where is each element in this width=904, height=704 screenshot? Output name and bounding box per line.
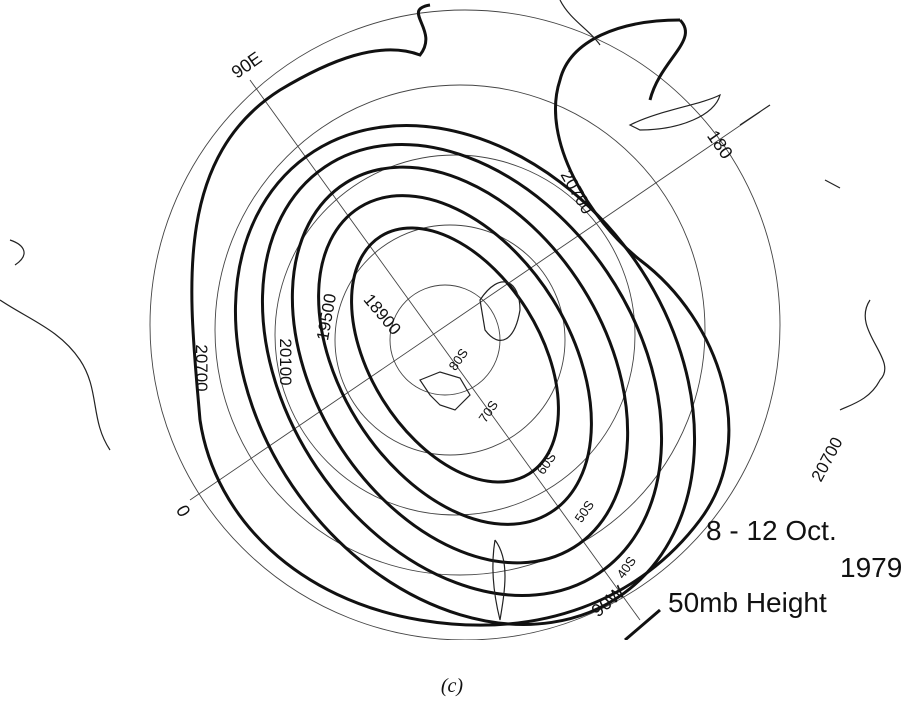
latitude-label: 60S	[534, 449, 560, 477]
meridian-tick	[624, 608, 661, 640]
contour-label: 20700	[557, 167, 597, 217]
latitude-label: 70S	[476, 397, 502, 425]
figure-label: (c)	[441, 675, 464, 697]
meridian-label: 90E	[228, 48, 266, 83]
height-contours	[190, 3, 731, 627]
caption-line: 50mb Height	[668, 587, 827, 618]
latitude-circles	[149, 9, 781, 640]
map	[0, 0, 886, 640]
caption-line: 1979	[840, 552, 902, 583]
contour-label: 20700	[192, 344, 211, 391]
contour-label: 20700	[808, 434, 847, 485]
caption-line: 8 - 12 Oct.	[706, 515, 837, 546]
contour-label: 20100	[276, 338, 295, 385]
latitude-label: 50S	[572, 497, 598, 525]
latitude-label: 80S	[446, 345, 472, 373]
meridian-label: 0	[172, 502, 194, 521]
coastlines	[0, 0, 886, 621]
meridians	[189, 79, 761, 621]
contour-label: 18900	[360, 290, 405, 338]
